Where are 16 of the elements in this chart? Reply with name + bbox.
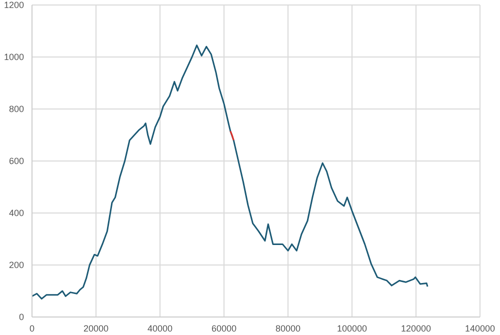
- x-tick-label: 20000: [83, 323, 109, 334]
- x-tick-label: 40000: [147, 323, 173, 334]
- x-tick-label: 100000: [336, 323, 368, 334]
- y-tick-label: 0: [18, 312, 24, 322]
- x-tick-label: 140000: [464, 323, 496, 334]
- y-tick-label: 400: [8, 208, 24, 218]
- x-tick-label: 120000: [400, 323, 432, 334]
- y-tick-label: 200: [8, 260, 24, 270]
- y-tick-label: 1000: [4, 52, 24, 62]
- y-tick-label: 800: [8, 104, 24, 114]
- y-tick-label: 600: [8, 156, 24, 166]
- x-tick-label: 0: [29, 323, 35, 334]
- y-tick-label: 1200: [4, 0, 24, 10]
- x-tick-label: 60000: [211, 323, 237, 334]
- line-series: [32, 44, 428, 300]
- x-tick-label: 80000: [275, 323, 301, 334]
